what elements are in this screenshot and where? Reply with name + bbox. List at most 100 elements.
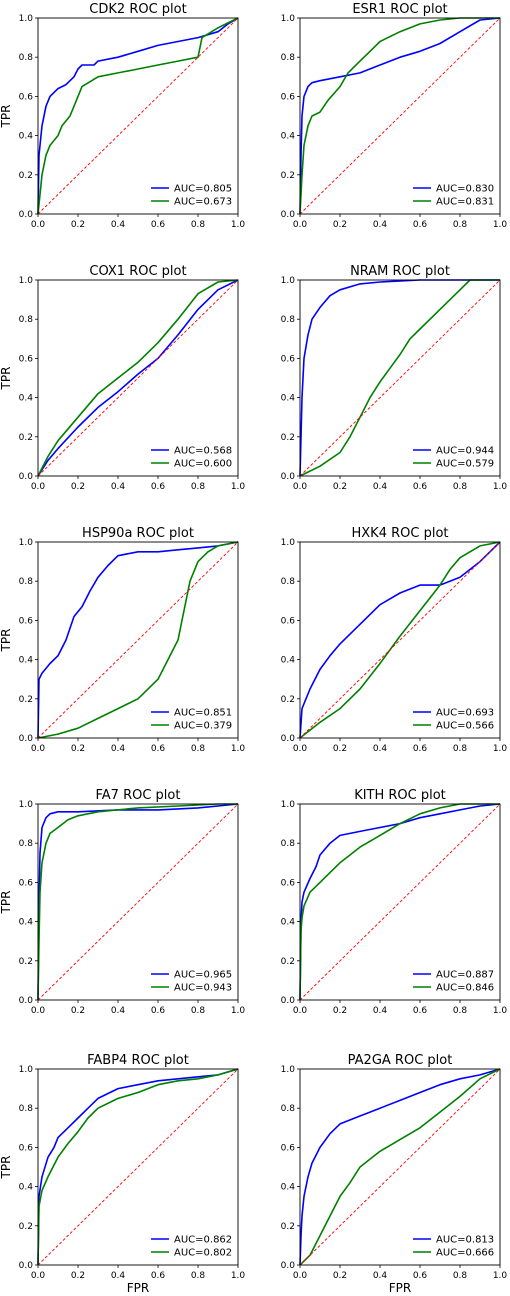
y-tick-label: 0.6 [19, 354, 34, 364]
roc-series-line [299, 17, 500, 215]
x-tick-label: 0.4 [373, 220, 388, 230]
diagonal-reference-line [299, 279, 501, 477]
chart-panel: NRAM ROC plot 0.0 0.2 0.4 0.6 0.8 1.0 0.0 0.2 0.4… [281, 264, 508, 492]
x-tick-label: 0.0 [293, 1271, 308, 1281]
y-tick-label: 0.6 [281, 878, 296, 888]
plot-frame [299, 803, 501, 1001]
x-tick-label: 1.0 [231, 744, 246, 754]
chart-title: FABP4 ROC plot [87, 1053, 189, 1068]
plot-frame [299, 541, 501, 739]
legend-label: AUC=0.846 [436, 983, 494, 994]
y-tick-label: 0.8 [281, 53, 296, 63]
y-tick-label: 1.0 [281, 276, 296, 286]
chart-panel: KITH ROC plot 0.0 0.2 0.4 0.6 0.8 1.0 0.0 0.2 0.4… [281, 788, 508, 1016]
x-tick-label: 0.6 [151, 1006, 166, 1016]
y-axis-label: TPR [0, 891, 13, 915]
roc-series-line [37, 17, 239, 215]
x-tick-label: 1.0 [231, 1006, 246, 1016]
diagonal-reference-line [299, 541, 501, 739]
x-tick-label: 0.0 [31, 744, 46, 754]
x-tick-label: 0.6 [151, 220, 166, 230]
roc-series-line [37, 17, 239, 215]
plot-frame [299, 17, 501, 215]
legend-label: AUC=0.566 [436, 721, 494, 732]
y-tick-label: 0.8 [281, 577, 296, 587]
y-tick-label: 0.8 [19, 315, 34, 325]
y-tick-label: 0.6 [281, 92, 296, 102]
y-tick-label: 0.0 [281, 996, 296, 1006]
chart-panel: PA2GA ROC plot 0.0 0.2 0.4 0.6 0.8 1.0 0.0 0.2 0.… [281, 1053, 508, 1295]
y-tick-label: 0.0 [19, 1261, 34, 1271]
diagonal-reference-line [37, 803, 239, 1001]
y-axis-label: TPR [0, 367, 13, 391]
plot-frame [37, 803, 239, 1001]
x-tick-label: 0.2 [71, 482, 85, 492]
roc-series-line [37, 1068, 239, 1266]
x-tick-label: 0.0 [31, 482, 46, 492]
x-tick-label: 0.6 [413, 1271, 428, 1281]
plot-frame [37, 1068, 239, 1266]
legend-label: AUC=0.579 [436, 459, 494, 470]
roc-series-line [299, 17, 501, 215]
x-tick-label: 0.2 [71, 220, 85, 230]
diagonal-reference-line [37, 1068, 239, 1266]
x-tick-label: 0.0 [293, 482, 308, 492]
y-tick-label: 1.0 [281, 538, 296, 548]
y-tick-label: 0.4 [281, 656, 296, 666]
x-tick-label: 0.6 [413, 744, 428, 754]
plot-frame [37, 541, 239, 739]
y-tick-label: 0.0 [19, 734, 34, 744]
y-tick-label: 0.8 [19, 53, 34, 63]
y-tick-label: 0.4 [281, 394, 296, 404]
legend-label: AUC=0.802 [174, 1248, 232, 1259]
y-tick-label: 1.0 [281, 14, 296, 24]
legend-label: AUC=0.943 [174, 983, 232, 994]
roc-series-line [37, 541, 239, 739]
chart-title: HXK4 ROC plot [352, 526, 449, 541]
roc-series-line [37, 1068, 239, 1266]
x-tick-label: 1.0 [493, 1006, 508, 1016]
x-tick-label: 0.2 [71, 1271, 85, 1281]
chart-panel: FA7 ROC plot 0.0 0.2 0.4 0.6 0.8 1.0 0.0 0.2 0.4 0… [0, 788, 245, 1016]
y-tick-label: 0.6 [281, 354, 296, 364]
y-tick-label: 1.0 [19, 1065, 34, 1075]
roc-series-line [37, 803, 238, 1001]
x-tick-label: 0.6 [151, 1271, 166, 1281]
y-tick-label: 0.8 [281, 839, 296, 849]
y-axis-label: TPR [0, 105, 13, 129]
x-tick-label: 0.8 [453, 220, 468, 230]
chart-panel: HXK4 ROC plot 0.0 0.2 0.4 0.6 0.8 1.0 0.0 0.2 0.4… [281, 526, 508, 754]
chart-title: FA7 ROC plot [96, 788, 181, 803]
y-tick-label: 0.4 [19, 656, 34, 666]
x-tick-label: 1.0 [231, 482, 246, 492]
legend-label: AUC=0.673 [174, 197, 232, 208]
chart-title: NRAM ROC plot [350, 264, 450, 279]
legend-label: AUC=0.693 [436, 708, 494, 719]
x-tick-label: 1.0 [231, 1271, 246, 1281]
y-tick-label: 1.0 [19, 14, 34, 24]
x-tick-label: 0.0 [293, 744, 308, 754]
x-tick-label: 0.4 [373, 482, 388, 492]
x-tick-label: 1.0 [231, 220, 246, 230]
legend-label: AUC=0.805 [174, 184, 232, 195]
y-tick-label: 0.0 [19, 210, 34, 220]
y-tick-label: 1.0 [19, 800, 34, 810]
chart-title: PA2GA ROC plot [348, 1053, 453, 1068]
roc-series-line [37, 541, 239, 739]
x-tick-label: 0.4 [373, 1271, 388, 1281]
x-tick-label: 0.4 [373, 744, 388, 754]
x-tick-label: 0.8 [453, 1271, 468, 1281]
x-axis-label: FPR [127, 1281, 149, 1295]
y-tick-label: 0.0 [281, 734, 296, 744]
y-tick-label: 0.2 [19, 171, 33, 181]
x-tick-label: 0.8 [191, 220, 206, 230]
chart-panel: HSP90a ROC plot 0.0 0.2 0.4 0.6 0.8 1.0 0.0 0.2 0… [0, 526, 245, 754]
legend-label: AUC=0.568 [174, 446, 232, 457]
y-tick-label: 0.2 [281, 695, 295, 705]
y-tick-label: 0.6 [281, 1143, 296, 1153]
x-tick-label: 0.8 [191, 1006, 206, 1016]
x-tick-label: 0.6 [413, 1006, 428, 1016]
x-tick-label: 0.0 [31, 1006, 46, 1016]
legend-label: AUC=0.831 [436, 197, 494, 208]
y-tick-label: 0.4 [281, 1183, 296, 1193]
